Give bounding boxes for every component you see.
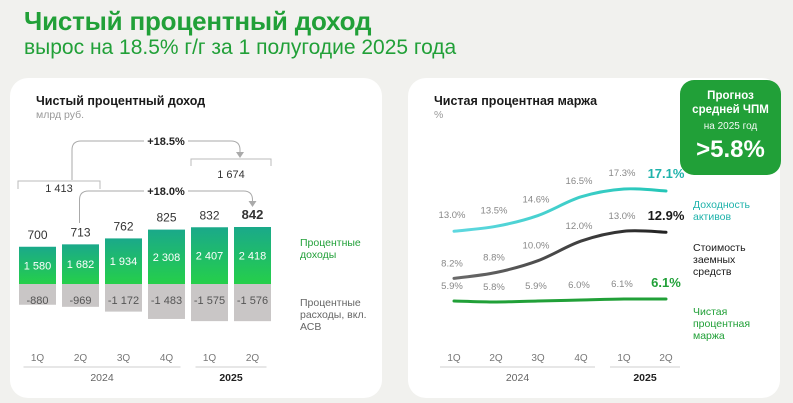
green-series-line <box>452 297 668 304</box>
teal-point-label: 17.3% <box>609 168 636 179</box>
line-year-label: 2025 <box>633 372 657 384</box>
expense-bar-label: -1 575 <box>194 295 225 307</box>
net-income-label: 762 <box>113 219 133 233</box>
growth-quarter-label: +18.0% <box>147 186 185 198</box>
page-title: Чистый процентный доход <box>24 6 372 36</box>
income-bar-label: 1 580 <box>24 260 52 272</box>
teal-point-label: 16.5% <box>566 176 593 187</box>
line-x-tick: 2Q <box>489 353 503 364</box>
legend-income: Процентные доходы <box>300 237 361 261</box>
bar-x-tick: 2Q <box>246 353 260 364</box>
income-bar-label: 1 934 <box>110 256 138 268</box>
forecast-value: >5.8% <box>696 136 765 163</box>
dark-series-line <box>452 229 668 280</box>
legend-expense: Процентные расходы, вкл. АСВ <box>300 297 367 333</box>
line-x-tick: 4Q <box>574 353 588 364</box>
income-bar-label: 2 308 <box>153 252 181 264</box>
nii-chart-title: Чистый процентный доход <box>36 94 206 108</box>
income-bar <box>62 244 99 284</box>
legend-asset-yield: Доходность активов <box>693 199 750 223</box>
expense-bar <box>62 284 99 307</box>
income-bar-label: 2 418 <box>239 251 267 263</box>
growth-quarter-box <box>144 181 188 201</box>
h1-2025-bracket <box>190 158 272 166</box>
net-income-label: 832 <box>199 208 219 222</box>
green-point-label: 6.0% <box>568 280 590 291</box>
bar-x-tick: 3Q <box>117 353 131 364</box>
income-bar <box>148 229 185 284</box>
nim-chart-title: Чистая процентная маржа <box>434 94 598 108</box>
bar-x-tick: 1Q <box>31 353 45 364</box>
nim-forecast-badge: Прогноз средней ЧПМ на 2025 год >5.8% <box>680 80 781 175</box>
dark-point-label: 8.8% <box>483 252 505 263</box>
line-x-tick: 1Q <box>447 353 461 364</box>
green-point-label: 5.8% <box>483 282 505 293</box>
teal-point-label: 17.1% <box>648 166 685 181</box>
nii-chart-unit: млрд руб. <box>36 109 85 121</box>
green-point-label: 6.1% <box>611 279 633 290</box>
bar-x-tick: 4Q <box>160 353 174 364</box>
bar-x-tick: 2Q <box>74 353 88 364</box>
expense-bar-label: -880 <box>26 295 48 307</box>
forecast-label-line1: Прогноз <box>707 90 754 102</box>
bar-x-tick: 1Q <box>203 353 217 364</box>
net-income-label: 825 <box>156 211 176 225</box>
growth-half-year-label: +18.5% <box>147 136 185 148</box>
expense-bar-label: -1 172 <box>108 295 139 307</box>
income-bar <box>19 246 56 284</box>
net-income-label: 700 <box>27 228 47 242</box>
teal-point-label: 13.0% <box>439 210 466 221</box>
forecast-period: на 2025 год <box>703 121 758 132</box>
expense-bar-label: -969 <box>69 295 91 307</box>
income-bar <box>105 238 142 284</box>
net-income-label: 842 <box>242 207 264 222</box>
expense-bar <box>19 284 56 305</box>
page-subtitle: вырос на 18.5% г/г за 1 полугодие 2025 г… <box>24 36 457 59</box>
legend-nim: Чистая процентная маржа <box>693 306 751 342</box>
dark-point-label: 13.0% <box>609 211 636 222</box>
green-point-label: 5.9% <box>525 281 547 292</box>
dark-point-label: 12.9% <box>648 208 685 223</box>
dark-point-label: 10.0% <box>523 241 550 252</box>
expense-bar <box>105 284 142 312</box>
h1-2025-total-label: 1 674 <box>217 169 245 181</box>
expense-bar-label: -1 483 <box>151 295 182 307</box>
dark-point-label: 12.0% <box>566 221 593 232</box>
green-point-label: 5.9% <box>441 281 463 292</box>
nim-chart-unit: % <box>434 109 444 121</box>
h1-2024-bracket <box>17 180 101 189</box>
growth-half-year-arrowhead <box>236 152 244 158</box>
line-x-tick: 1Q <box>617 353 631 364</box>
expense-bar <box>148 284 185 319</box>
growth-half-year-box <box>144 131 188 151</box>
line-x-tick: 3Q <box>531 353 545 364</box>
teal-point-label: 14.6% <box>523 195 550 206</box>
legend-cost-of-funds: Стоимость заемных средств <box>693 242 746 278</box>
income-bar-label: 1 682 <box>67 259 95 271</box>
teal-point-label: 13.5% <box>481 205 508 216</box>
bar-year-label: 2025 <box>219 372 243 384</box>
income-bar <box>234 227 271 284</box>
income-bar <box>191 227 228 284</box>
expense-bar-label: -1 576 <box>237 295 268 307</box>
line-year-label: 2024 <box>506 372 530 384</box>
forecast-label-line2: средней ЧПМ <box>692 104 769 116</box>
expense-bar <box>234 284 271 322</box>
expense-bar <box>191 284 228 322</box>
teal-series-line <box>452 187 668 233</box>
line-x-tick: 2Q <box>659 353 673 364</box>
income-bar-label: 2 407 <box>196 251 224 263</box>
dark-point-label: 8.2% <box>441 258 463 269</box>
green-point-label: 6.1% <box>651 275 681 290</box>
net-income-label: 713 <box>70 225 90 239</box>
h1-2024-total-label: 1 413 <box>45 183 73 195</box>
growth-quarter-arrowhead <box>248 201 257 207</box>
bar-year-label: 2024 <box>90 372 114 384</box>
